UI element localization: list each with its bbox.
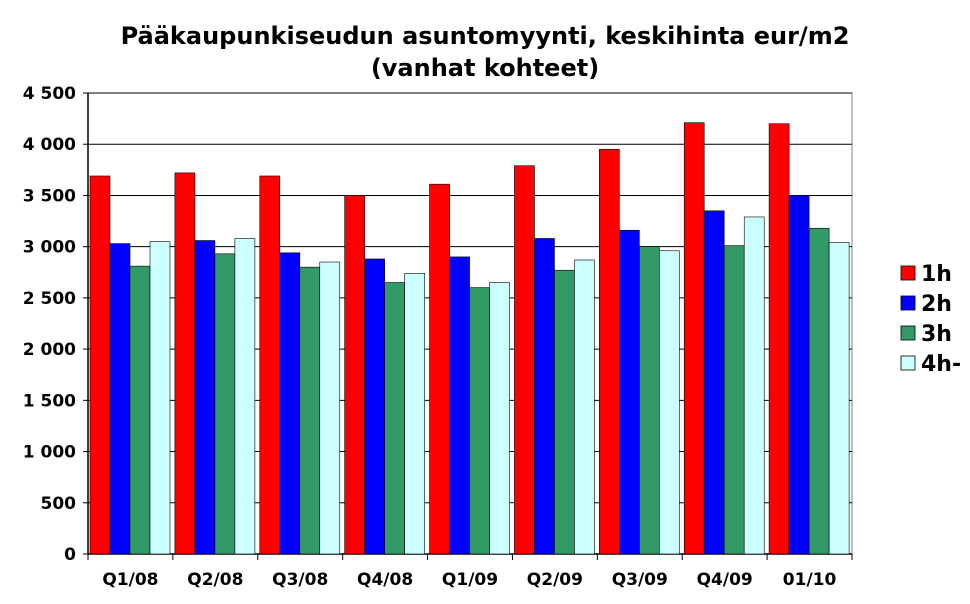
x-tick-label: Q1/08 bbox=[102, 570, 158, 590]
bar-4h- bbox=[659, 250, 680, 555]
bar-4h- bbox=[743, 216, 765, 555]
bar-3h bbox=[129, 265, 151, 555]
bar-3h bbox=[554, 269, 575, 555]
y-tick-label: 4 500 bbox=[23, 84, 76, 104]
y-tick-label: 0 bbox=[64, 545, 76, 565]
bar-4h- bbox=[489, 282, 510, 555]
bar-1h bbox=[683, 122, 705, 555]
bar-1h bbox=[89, 175, 111, 555]
bar-1h bbox=[429, 183, 450, 555]
bar-2h bbox=[449, 256, 470, 555]
y-tick-label: 2 000 bbox=[23, 340, 76, 360]
legend-label-4h-: 4h- bbox=[921, 352, 961, 377]
bar-1h bbox=[768, 123, 790, 555]
y-tick-label: 3 000 bbox=[23, 238, 76, 258]
bar-1h bbox=[259, 175, 281, 555]
x-tick-label: Q4/09 bbox=[697, 570, 753, 590]
y-tick-label: 1 500 bbox=[23, 391, 76, 411]
bar-3h bbox=[723, 245, 745, 555]
chart-subtitle: (vanhat kohteet) bbox=[370, 54, 600, 82]
legend-label-2h: 2h bbox=[921, 292, 952, 317]
bar-3h bbox=[469, 287, 490, 555]
x-tick-label: Q2/09 bbox=[527, 570, 583, 590]
bar-4h- bbox=[319, 261, 341, 555]
bar-4h- bbox=[149, 241, 171, 555]
legend-label-3h: 3h bbox=[921, 322, 952, 347]
bar-1h bbox=[599, 149, 620, 555]
bar-2h bbox=[619, 229, 640, 555]
bar-3h bbox=[299, 266, 321, 555]
legend-swatch-4h- bbox=[900, 355, 916, 371]
bar-2h bbox=[534, 238, 555, 555]
x-tick-label: Q3/09 bbox=[612, 570, 668, 590]
x-tick-label: Q2/08 bbox=[187, 570, 243, 590]
x-tick-label: Q4/08 bbox=[357, 570, 413, 590]
legend-swatch-3h bbox=[900, 325, 916, 341]
bar-4h- bbox=[234, 238, 256, 555]
bar-2h bbox=[788, 195, 810, 555]
legend-label-1h: 1h bbox=[921, 262, 952, 287]
bar-1h bbox=[174, 172, 196, 555]
x-tick-label: Q3/08 bbox=[272, 570, 328, 590]
chart-title: Pääkaupunkiseudun asuntomyynti, keskihin… bbox=[120, 22, 850, 50]
bar-2h bbox=[279, 252, 301, 555]
bar-4h- bbox=[404, 273, 425, 555]
bar-4h- bbox=[828, 242, 850, 555]
legend-swatch-1h bbox=[900, 265, 916, 281]
bar-2h bbox=[109, 243, 131, 555]
bar-2h bbox=[364, 258, 385, 555]
x-tick-label: Q1/09 bbox=[442, 570, 498, 590]
x-tick-label: 01/10 bbox=[783, 570, 837, 590]
bar-1h bbox=[344, 195, 365, 555]
y-tick-label: 1 000 bbox=[23, 443, 76, 463]
bar-2h bbox=[703, 210, 725, 555]
bar-3h bbox=[639, 246, 660, 555]
bar-4h- bbox=[574, 259, 595, 555]
legend-swatch-2h bbox=[900, 295, 916, 311]
bar-1h bbox=[514, 165, 535, 555]
y-tick-label: 4 000 bbox=[23, 135, 76, 155]
bar-3h bbox=[808, 227, 830, 555]
bar-3h bbox=[214, 253, 236, 555]
y-tick-label: 3 500 bbox=[23, 186, 76, 206]
y-tick-label: 2 500 bbox=[23, 289, 76, 309]
bar-3h bbox=[384, 282, 405, 555]
bar-2h bbox=[194, 240, 216, 555]
y-tick-label: 500 bbox=[41, 494, 77, 514]
